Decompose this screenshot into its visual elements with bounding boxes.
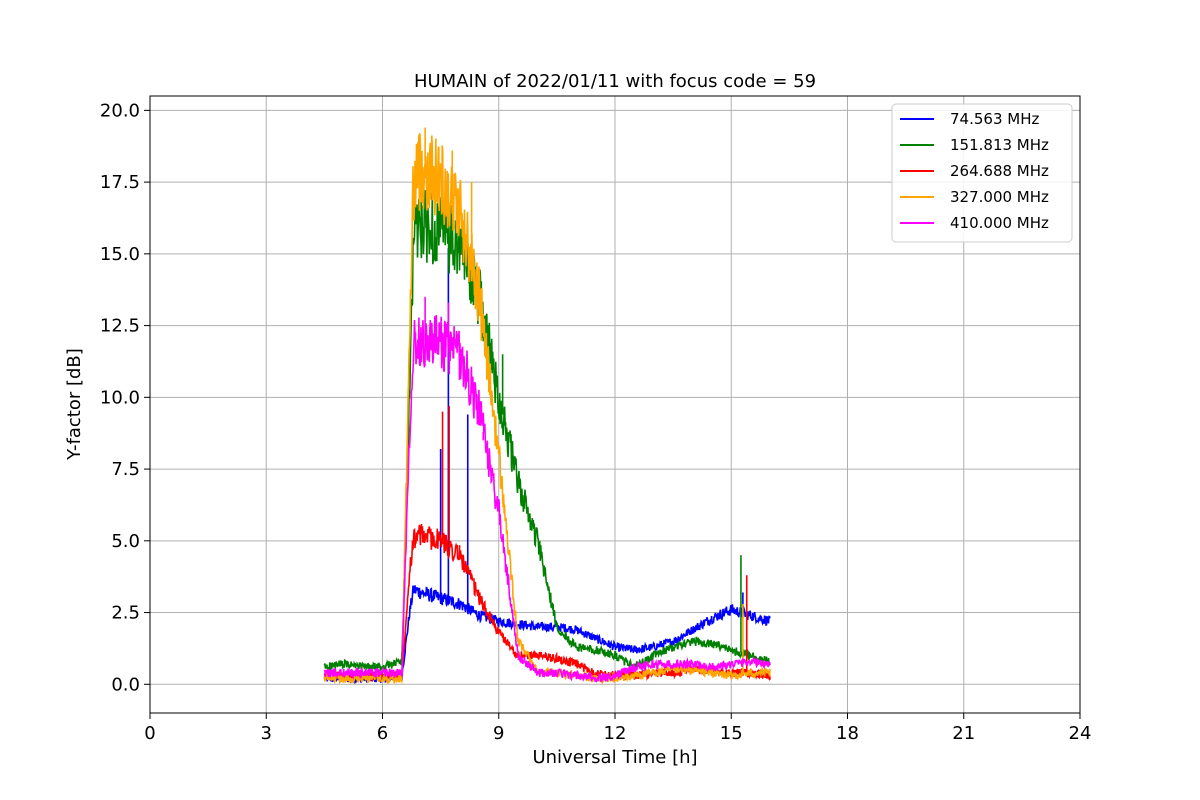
series-group xyxy=(323,127,771,685)
x-tick-label: 15 xyxy=(720,723,743,744)
series-line-2 xyxy=(323,523,771,683)
legend-label: 74.563 MHz xyxy=(950,110,1039,128)
x-axis-title: Universal Time [h] xyxy=(532,747,697,768)
y-tick-label: 15.0 xyxy=(100,244,140,265)
x-tick-label: 18 xyxy=(836,723,859,744)
y-tick-label: 5.0 xyxy=(111,531,140,552)
y-axis-title: Y-factor [dB] xyxy=(64,348,85,461)
chart-title: HUMAIN of 2022/01/11 with focus code = 5… xyxy=(414,71,816,92)
legend: 74.563 MHz 151.813 MHz 264.688 MHz 327.000 … xyxy=(891,103,1073,243)
x-tick-label: 6 xyxy=(377,723,388,744)
legend-label: 327.000 MHz xyxy=(950,188,1049,206)
legend-label: 264.688 MHz xyxy=(950,162,1049,180)
legend-label: 410.000 MHz xyxy=(950,214,1049,232)
y-tick-label: 7.5 xyxy=(111,459,140,480)
x-tick-label: 24 xyxy=(1069,723,1092,744)
x-tick-label: 9 xyxy=(493,723,504,744)
x-tick-label: 21 xyxy=(952,723,975,744)
grid xyxy=(149,96,1081,713)
x-tick-label: 0 xyxy=(144,723,155,744)
y-tick-label: 2.5 xyxy=(111,603,140,624)
y-tick-label: 10.0 xyxy=(100,387,140,408)
y-tick-label: 17.5 xyxy=(100,172,140,193)
y-tick-label: 0.0 xyxy=(111,674,140,695)
y-tick-label: 12.5 xyxy=(100,316,140,337)
legend-label: 151.813 MHz xyxy=(950,136,1049,154)
legend-box xyxy=(891,103,1073,243)
series-line-1 xyxy=(323,189,771,673)
y-tick-label: 20.0 xyxy=(100,100,140,121)
x-tick-label: 12 xyxy=(604,723,627,744)
series-line-3 xyxy=(323,133,771,685)
ticks: 0 3 6 9 12 15 18 21 24 0.0 2.5 5.0 7.5 10.0 12.5 15.0 17… xyxy=(100,100,1092,744)
x-tick-label: 3 xyxy=(261,723,272,744)
series-line-4 xyxy=(323,314,771,683)
